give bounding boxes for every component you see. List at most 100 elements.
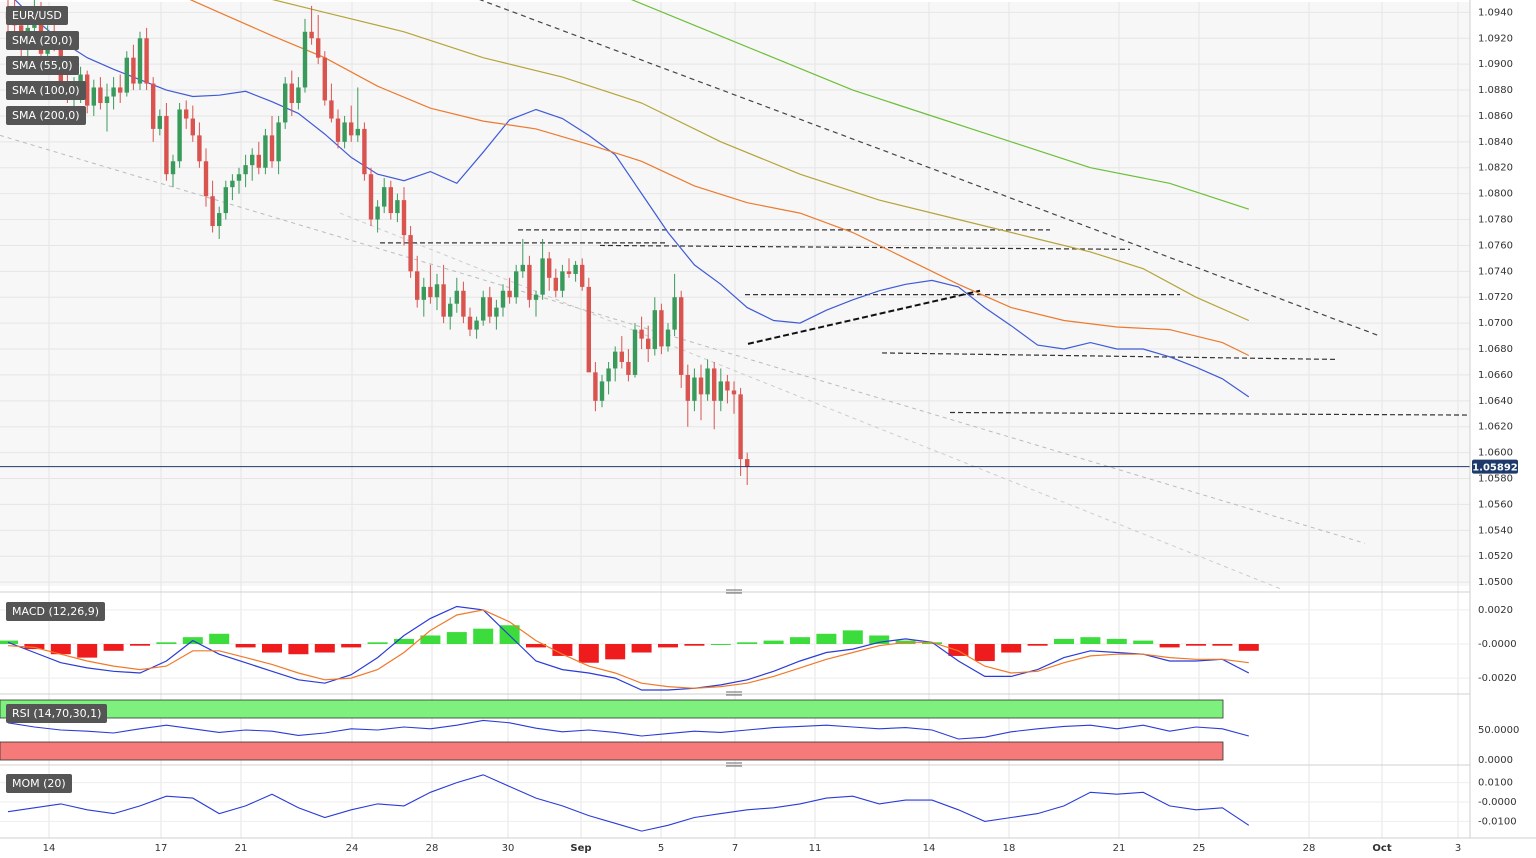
rsi-line (7, 719, 1249, 740)
candle-body (718, 381, 723, 401)
candle-body (606, 368, 611, 382)
candle-body (613, 351, 618, 369)
candle-body (197, 135, 202, 162)
candle-body (408, 235, 413, 272)
candle-body (137, 38, 143, 84)
sma100-label[interactable]: SMA (100,0) (6, 81, 86, 100)
candle-body (243, 165, 248, 175)
macd-histogram-bar (948, 644, 969, 656)
macd-tick-label: -0.0000 (1478, 639, 1517, 650)
price-tick-label: 1.0740 (1478, 266, 1513, 277)
candle-body (177, 109, 182, 162)
sma200-label[interactable]: SMA (200,0) (6, 106, 86, 125)
candle-body (184, 109, 189, 119)
candle-body (382, 187, 387, 207)
price-tick-label: 1.0700 (1478, 318, 1513, 329)
sma20-label[interactable]: SMA (20,0) (6, 31, 79, 50)
candle-body (540, 258, 545, 295)
candle-body (441, 284, 446, 317)
candle-body (712, 368, 717, 401)
candle-body (401, 200, 407, 236)
candle-body (487, 297, 492, 317)
candle-body (164, 115, 169, 175)
time-tick-label: 30 (502, 843, 515, 854)
macd-tick-label: -0.0020 (1478, 673, 1517, 684)
macd-signal-line (7, 609, 1249, 689)
time-tick-label: 18 (1003, 843, 1016, 854)
sma-line-2 (189, 0, 1250, 357)
candle-body (289, 83, 294, 104)
candle-body (276, 122, 281, 162)
candle-body (342, 122, 347, 142)
candle-body (223, 187, 228, 214)
price-tick-label: 1.0620 (1478, 422, 1513, 433)
rsi-tick-label: 0.0000 (1478, 755, 1513, 766)
candle-body (355, 128, 360, 136)
macd-histogram-bar (605, 644, 626, 660)
mom-label[interactable]: MOM (20) (6, 774, 72, 793)
candle-body (124, 57, 129, 93)
candle-body (111, 87, 116, 97)
candle-body (448, 303, 453, 317)
macd-histogram-bar (1186, 644, 1206, 646)
macd-histogram-bar (737, 642, 758, 644)
macd-histogram-bar (420, 635, 441, 644)
time-tick-label: 21 (1113, 843, 1126, 854)
candle-body (586, 286, 591, 373)
macd-histogram-bar (684, 644, 705, 646)
mom-tick-label: -0.0100 (1478, 816, 1517, 827)
candle-body (157, 115, 162, 129)
macd-histogram-bar (314, 644, 335, 653)
price-tick-label: 1.0760 (1478, 240, 1513, 251)
rsi-label[interactable]: RSI (14,70,30,1) (6, 704, 108, 723)
candle-body (302, 31, 308, 88)
macd-histogram-bar (842, 630, 863, 644)
candle-body (659, 310, 664, 347)
candle-body (283, 83, 288, 123)
candle-body (685, 374, 690, 401)
candle-body (566, 271, 572, 274)
candle-body (573, 264, 578, 274)
candle-body (250, 154, 255, 166)
resistance-line-2 (881, 352, 1336, 360)
candle-body (547, 258, 552, 278)
time-tick-label: 14 (43, 843, 56, 854)
macd-histogram-bar (473, 628, 494, 644)
candle-body (731, 390, 737, 395)
current-price-value: 1.05892 (1472, 463, 1518, 474)
candle-body (738, 394, 743, 460)
macd-histogram-bar (77, 644, 98, 658)
channel-inner-line (339, 212, 1281, 590)
candle-body (236, 174, 242, 181)
candle-body (230, 180, 235, 188)
macd-label[interactable]: MACD (12,26,9) (6, 602, 106, 621)
macd-histogram-bar (1238, 644, 1259, 651)
price-tick-label: 1.0940 (1478, 7, 1513, 18)
candle-body (679, 297, 684, 375)
price-tick-label: 1.0800 (1478, 189, 1513, 200)
macd-histogram-bar (288, 644, 309, 655)
macd-histogram-bar (578, 644, 599, 663)
time-tick-label: 7 (732, 843, 738, 854)
candle-body (553, 277, 558, 291)
macd-tick-label: 0.0020 (1478, 605, 1513, 616)
symbol-label[interactable]: EUR/USD (6, 6, 68, 25)
candle-body (665, 329, 671, 347)
candle-body (421, 286, 426, 300)
macd-histogram-bar (103, 644, 124, 651)
support-line-4 (949, 411, 1471, 416)
sma55-label[interactable]: SMA (55,0) (6, 56, 79, 75)
rsi-overbought-band (0, 699, 1224, 719)
candle-body (632, 329, 638, 375)
candle-body (329, 100, 334, 119)
candle-body (428, 286, 433, 298)
price-tick-label: 1.0680 (1478, 344, 1513, 355)
candle-body (144, 38, 149, 84)
candle-body (639, 329, 644, 339)
candle-body (672, 297, 677, 330)
macd-histogram-bar (816, 633, 837, 644)
current-price-tag (1472, 459, 1518, 474)
candle-body (210, 196, 215, 227)
macd-histogram-bar (869, 635, 890, 644)
